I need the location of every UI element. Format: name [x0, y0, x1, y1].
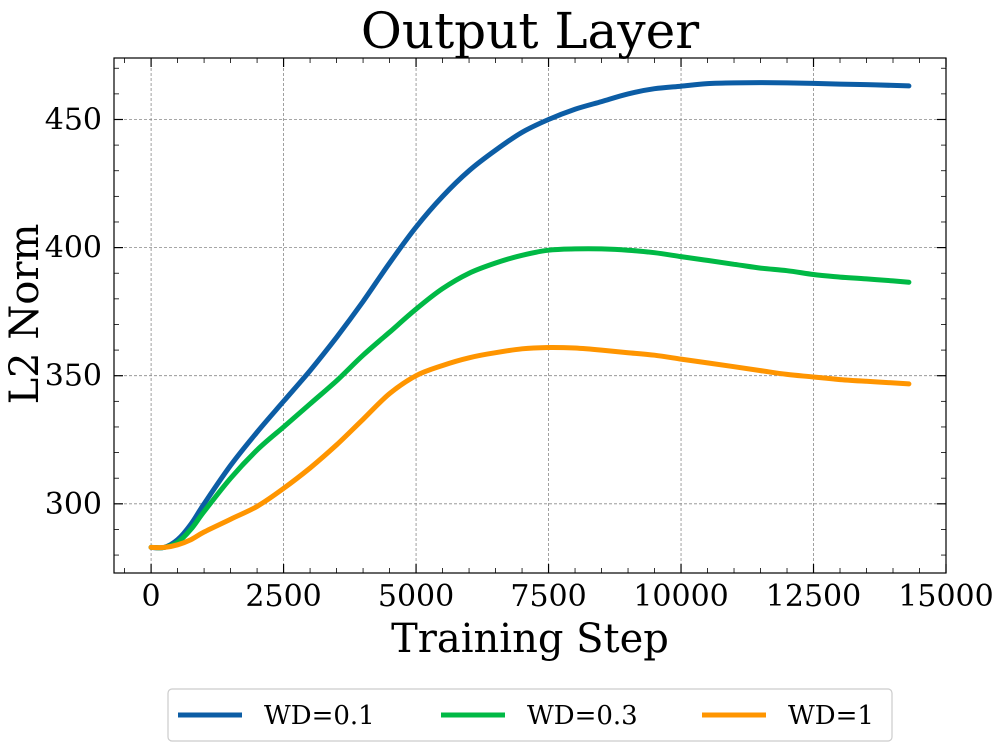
x-tick-label: 7500 — [510, 579, 586, 614]
x-tick-label: 12500 — [766, 579, 861, 614]
legend-label: WD=0.3 — [527, 701, 638, 731]
minor-ticks — [114, 58, 946, 573]
x-tick-labels: 0 2500 5000 7500 10000 12500 15000 — [142, 579, 994, 614]
x-tick-label: 10000 — [633, 579, 728, 614]
x-tick-label: 15000 — [898, 579, 993, 614]
legend-box — [167, 688, 893, 742]
y-tick-label: 350 — [45, 359, 102, 394]
y-tick-labels: 300 350 400 450 — [45, 102, 102, 521]
legend-items: WD=0.1 WD=0.3 WD=1 — [178, 701, 874, 731]
grid-lines — [114, 58, 946, 573]
plot-frame — [113, 57, 947, 574]
x-axis-label: Training Step — [391, 616, 669, 662]
y-tick-label: 300 — [45, 487, 102, 522]
major-ticks — [114, 58, 947, 573]
x-tick-label: 5000 — [378, 579, 454, 614]
y-axis-label: L2 Norm — [2, 224, 48, 405]
chart-title: Output Layer — [361, 2, 699, 60]
series-line-wd-1 — [148, 344, 912, 551]
series-line-wd-0-1 — [148, 80, 912, 551]
y-tick-label: 400 — [45, 231, 102, 266]
legend: WD=0.1 WD=0.3 WD=1 — [167, 688, 893, 742]
legend-label: WD=1 — [788, 701, 874, 731]
y-tick-label: 450 — [45, 102, 102, 137]
x-tick-label: 0 — [142, 579, 161, 614]
x-tick-label: 2500 — [245, 579, 321, 614]
series-line-wd-0-3 — [148, 246, 912, 551]
legend-label: WD=0.1 — [264, 701, 375, 731]
series-lines — [148, 80, 912, 551]
